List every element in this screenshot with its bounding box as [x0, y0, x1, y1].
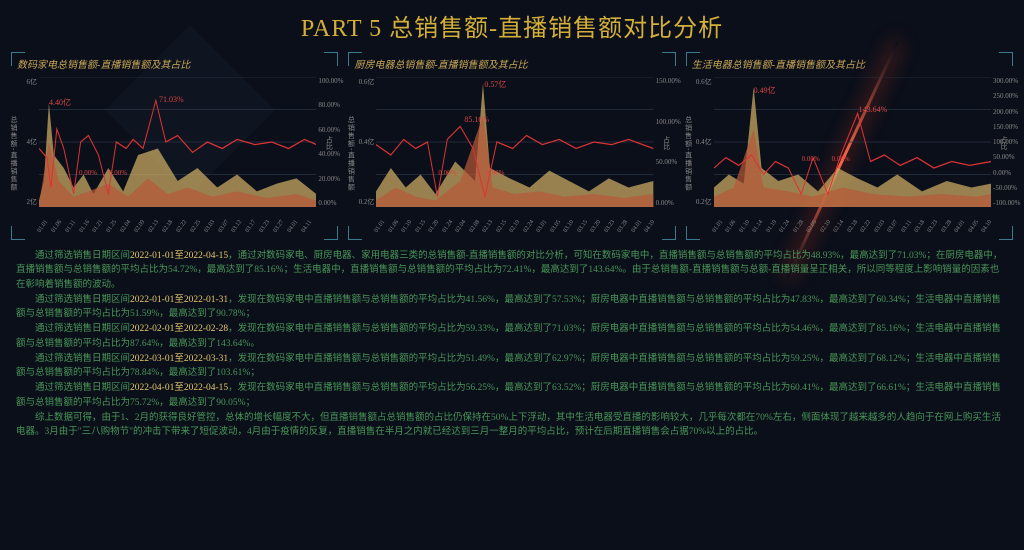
low-label: 0.00% — [109, 169, 127, 177]
page-title: PART 5 总销售额-直播销售额对比分析 — [0, 0, 1024, 51]
low-label: 0.00% — [79, 169, 97, 177]
low-label: 0.00% — [832, 155, 850, 163]
y2-ticks: 300.00%250.00%200.00%150.00%100.00%50.00… — [993, 77, 1024, 207]
low-label: 0.00% — [438, 169, 456, 177]
analysis-para: 通过筛选销售日期区间2022-02-01至2022-02-28，发现在数码家电中… — [16, 322, 1008, 351]
pct-label: 85.16% — [464, 115, 489, 124]
analysis-para: 通过筛选销售日期区间2022-03-01至2022-03-31，发现在数码家电中… — [16, 352, 1008, 381]
y-ticks: 6亿4亿2亿 — [15, 77, 37, 207]
analysis-para: 通过筛选销售日期区间2022-01-01至2022-04-15，通过对数码家电、… — [16, 249, 1008, 292]
analysis-para: 通过筛选销售日期区间2022-04-01至2022-04-15，发现在数码家电中… — [16, 381, 1008, 410]
y-ticks: 0.6亿0.4亿0.2亿 — [352, 77, 374, 207]
peak-label: 0.49亿 — [754, 85, 776, 96]
analysis-text: 通过筛选销售日期区间2022-01-01至2022-04-15，通过对数码家电、… — [0, 241, 1024, 448]
chart-svg — [714, 77, 991, 207]
chart-title: 数码家电总销售额-直播销售额及其占比 — [11, 52, 338, 75]
analysis-para: 综上数据可得，由于1、2月的获得良好管控，总体的增长幅度不大，但直播销售额占总销… — [16, 411, 1008, 440]
pct-label: 71.03% — [159, 95, 184, 104]
chart-row: 数码家电总销售额-直播销售额及其占比 总销售额-直播销售额 占比 6亿4亿2亿 … — [0, 51, 1024, 241]
pct-label: 143.64% — [859, 105, 888, 114]
low-label: 0.00% — [486, 169, 504, 177]
x-ticks: 01.0101.0601.1001.1401.1901.2401.2802.05… — [714, 229, 991, 235]
x-ticks: 01.0101.0601.1101.1601.2101.2502.0402.09… — [39, 229, 316, 235]
chart-title: 生活电器总销售额-直播销售额及其占比 — [686, 52, 1013, 75]
peak-label: 4.40亿 — [49, 97, 71, 108]
x-ticks: 01.0101.0601.1001.1501.2001.2402.0402.08… — [376, 229, 653, 235]
y-ticks: 0.6亿0.4亿0.2亿 — [690, 77, 712, 207]
chart-title: 厨房电器总销售额-直播销售额及其占比 — [348, 52, 675, 75]
peak-label: 0.57亿 — [484, 79, 506, 90]
analysis-para: 通过筛选销售日期区间2022-01-01至2022-01-31，发现在数码家电中… — [16, 293, 1008, 322]
chart-svg — [376, 77, 653, 207]
low-label: 0.00% — [802, 155, 820, 163]
